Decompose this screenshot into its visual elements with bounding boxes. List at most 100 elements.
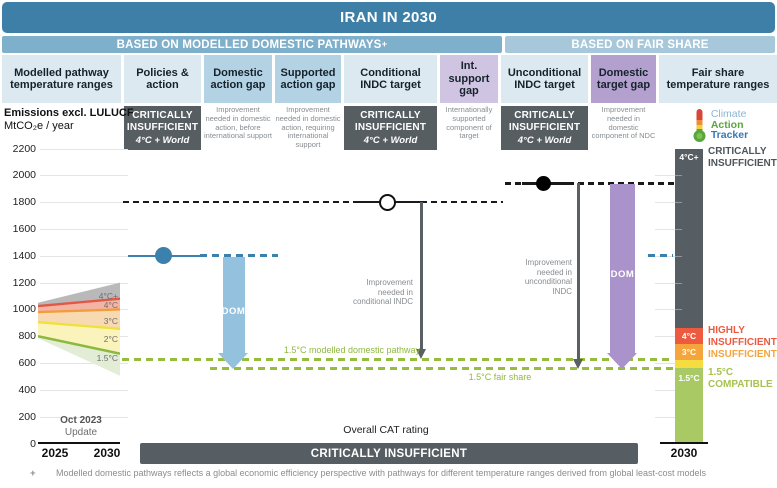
footnote-marker: + [30, 468, 36, 479]
conditional-indc-line-dashed-right [421, 200, 503, 204]
gridline-stub [655, 202, 675, 204]
gridline-stub [655, 416, 675, 418]
column-header-supported-action-gap: Supported action gap [275, 55, 341, 103]
y-tick: 200 [18, 410, 36, 423]
column-header-fair-share-ranges: Fair share temperature ranges [659, 55, 777, 103]
gridline-stub [655, 175, 675, 177]
rating-badge-conditional-indc: CRITICALLY INSUFFICIENT 4°C + World [344, 106, 437, 150]
dom-label-blue: DOM [221, 305, 246, 317]
gridline-stub [655, 228, 675, 230]
bar-segment-label: 4°C+ [679, 151, 699, 162]
annotation-unconditional-improvement: Improvement needed in unconditional INDC [524, 258, 572, 296]
gridline-stub [655, 282, 675, 284]
fan-label-2c: 2°C [103, 334, 118, 345]
scale-label-highly-insufficient: HIGHLY INSUFFICIENT [708, 325, 777, 348]
policies-action-line-dashed [200, 254, 278, 258]
unconditional-improvement-arrow [572, 183, 584, 370]
gridline [40, 202, 128, 204]
x-tick-2030-left: 2030 [93, 446, 121, 460]
fair-share-15-label: 1.5°C fair share [468, 372, 532, 383]
footnote-superscript: + [381, 39, 388, 50]
x-tick-2030-right: 2030 [670, 446, 698, 460]
note-supported-action-gap: Improvement needed in domestic action, r… [275, 105, 341, 150]
column-header-unconditional-indc: Unconditional INDC target [501, 55, 588, 103]
fair-share-bar-segment: 3°C [675, 344, 703, 361]
gridline-stub [655, 363, 675, 365]
modelled-domestic-15-label: 1.5°C modelled domestic pathway [283, 345, 420, 356]
domestic-target-gap-arrow: DOM [607, 183, 638, 370]
section-header-modelled-pathways: BASED ON MODELLED DOMESTIC PATHWAYS + [2, 36, 502, 53]
conditional-indc-line-dashed-left [123, 200, 355, 204]
rating-badge-unconditional-indc: CRITICALLY INSUFFICIENT 4°C + World [501, 106, 588, 150]
y-tick: 2200 [12, 142, 36, 155]
y-tick: 600 [18, 357, 36, 370]
column-header-modelled-ranges: Modelled pathway temperature ranges [2, 55, 121, 103]
gridline [40, 255, 128, 257]
bar-segment-label: 4°C [681, 331, 697, 342]
y-tick: 2000 [12, 169, 36, 182]
fair-share-bar-segment [675, 360, 703, 369]
unconditional-indc-line-dashed-left [505, 182, 522, 185]
policies-action-line-dashed-right [648, 254, 673, 258]
bar-tick [675, 228, 682, 230]
scale-label-insufficient: INSUFFICIENT [708, 349, 777, 360]
y-tick: 0 [30, 437, 36, 450]
y-tick: 1400 [12, 249, 36, 262]
unconditional-indc-line-dashed-right [568, 182, 675, 185]
bar-tick [675, 202, 682, 204]
scale-label-15-compatible: 1.5°C COMPATIBLE [708, 367, 773, 390]
rating-badge-policies-action: CRITICALLY INSUFFICIENT 4°C + World [124, 106, 201, 150]
bar-tick [675, 255, 682, 257]
modelled-domestic-15-line [122, 357, 673, 361]
bar-tick [675, 309, 682, 311]
bar-tick [675, 282, 682, 284]
page-title: IRAN IN 2030 [2, 2, 775, 33]
column-header-domestic-target-gap: Domestic target gap [591, 55, 656, 103]
column-header-int-support-gap: Int. support gap [440, 55, 498, 103]
column-header-conditional-indc: Conditional INDC target [344, 55, 437, 103]
y-tick: 1800 [12, 196, 36, 209]
thermometer-icon [693, 109, 706, 142]
y-axis-label: Emissions excl. LULUCF MtCO₂e / year [4, 107, 134, 132]
column-header-policies-action: Policies & action [124, 55, 201, 103]
conditional-improvement-arrow [415, 202, 427, 359]
gridline-stub [655, 389, 675, 391]
fan-label-4c: 4°C [103, 300, 118, 311]
fair-share-bar-segment: 1.5°C [675, 368, 703, 444]
footnote-text: Modelled domestic pathways reflects a gl… [56, 468, 706, 478]
x-tick-2025: 2025 [41, 446, 69, 460]
fan-label-15c: 1.5°C [96, 352, 118, 363]
bar-segment-label: 3°C [681, 347, 697, 358]
y-tick: 400 [18, 383, 36, 396]
scale-label-critically-insufficient: CRITICALLY INSUFFICIENT [708, 146, 777, 169]
domestic-action-gap-arrow: DOM [218, 256, 249, 370]
unconditional-indc-marker [535, 175, 551, 191]
gridline [40, 389, 128, 391]
gridline-stub [655, 309, 675, 311]
policies-action-marker [154, 247, 172, 265]
conditional-indc-marker [378, 193, 396, 211]
left-x-axis [38, 441, 120, 444]
y-tick: 1200 [12, 276, 36, 289]
climate-action-tracker-logo: Climate Action Tracker [664, 104, 776, 146]
fair-share-rating-bar: 4°C+ 4°C 3°C 1.5°C [675, 0, 703, 488]
fair-share-bar-segment: 4°C+ [675, 148, 703, 329]
y-tick: 1600 [12, 222, 36, 235]
note-domestic-target-gap: Improvement needed in domestic component… [591, 105, 656, 141]
fair-share-bar-segment: 4°C [675, 328, 703, 345]
column-header-domestic-action-gap: Domestic action gap [204, 55, 272, 103]
y-tick: 1000 [12, 303, 36, 316]
bar-tick [675, 175, 682, 177]
fan-label-3c: 3°C [103, 316, 118, 327]
modelled-pathway-fan [38, 282, 120, 376]
note-int-support-gap: Internationally supported component of t… [445, 105, 493, 141]
logo-text: Climate Action Tracker [710, 108, 749, 142]
right-x-axis [660, 441, 708, 444]
overall-cat-rating-badge: CRITICALLY INSUFFICIENT [140, 443, 638, 464]
gridline [40, 175, 128, 177]
update-note: Oct 2023 Update [60, 415, 102, 438]
gridline [40, 228, 128, 230]
gridline-stub [655, 336, 675, 338]
annotation-conditional-improvement: Improvement needed in conditional INDC [352, 278, 413, 306]
